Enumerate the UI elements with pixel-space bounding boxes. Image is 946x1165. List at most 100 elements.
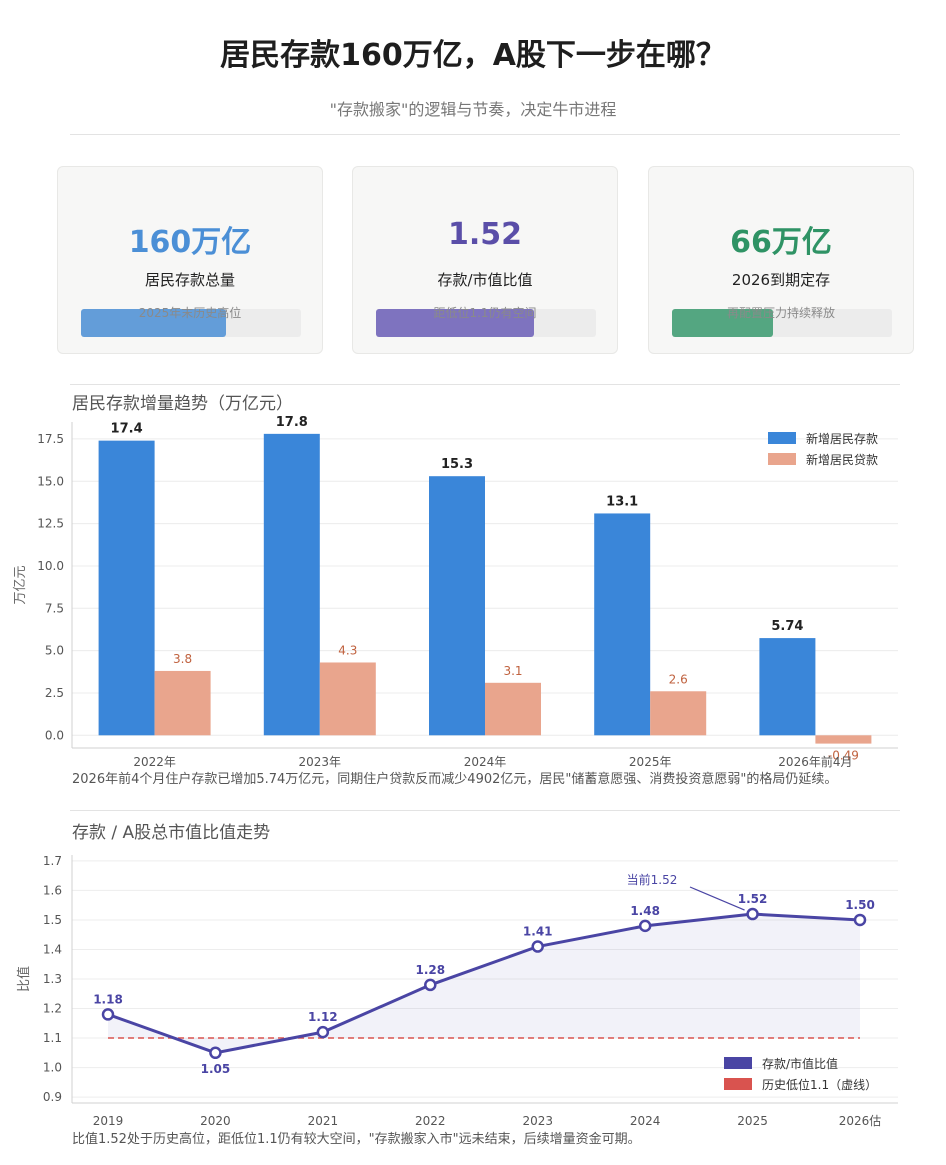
data-point	[101, 1008, 115, 1021]
x-tick-label: 2024	[630, 1114, 661, 1128]
x-tick-label: 2025年	[629, 755, 672, 769]
stat-label: 存款/市值比值	[437, 271, 533, 289]
bar-data-label: 5.74	[771, 619, 803, 634]
x-tick-label: 2025	[737, 1114, 768, 1128]
stat-card-ratio: 1.52 存款/市值比值 距低位1.1仍有空间	[352, 166, 618, 354]
y-tick-label: 15.0	[37, 474, 64, 488]
bar	[154, 670, 211, 736]
stat-card-time-deposit: 66万亿 2026到期定存 再配置压力持续释放	[648, 166, 914, 354]
y-tick-label: 10.0	[37, 559, 64, 573]
series-line	[107, 912, 861, 1055]
bar-chart-caption: 2026年前4个月住户存款已增加5.74万亿元，同期住户贷款反而减少4902亿元…	[72, 772, 838, 787]
y-tick-label: 1.6	[43, 883, 62, 897]
header-divider	[70, 134, 900, 135]
stat-label: 2026到期定存	[731, 271, 831, 289]
y-tick-label: 7.5	[45, 601, 64, 615]
y-tick-label: 1.3	[43, 972, 62, 986]
stat-card-deposit-total: 160万亿 居民存款总量 2025年末历史高位	[57, 166, 323, 354]
y-tick-label: 17.5	[37, 432, 64, 446]
bar-data-label: 3.1	[503, 664, 522, 678]
deposit-bar-chart: 0.0 2.5 5.0 7.5 10.0 12.5 15.0 17.5 万亿元 17.4 3.8 20…	[13, 415, 898, 769]
stat-value: 66万亿	[730, 225, 832, 260]
y-tick-label: 1.4	[43, 942, 62, 956]
legend-swatch	[724, 1057, 752, 1069]
bar	[594, 513, 651, 736]
x-tick-label: 2019	[93, 1114, 124, 1128]
data-point	[638, 919, 652, 933]
stat-progress-track	[672, 309, 892, 337]
page-title: 居民存款160万亿，A股下一步在哪？	[220, 38, 726, 73]
data-point	[746, 907, 759, 921]
data-point	[424, 978, 437, 992]
ratio-line-chart: 0.9 1.0 1.1 1.2 1.3 1.4 1.5 1.6 1.7 比值 2019 2020 202…	[16, 854, 898, 1128]
point-data-label: 1.50	[845, 898, 875, 912]
x-tick-label: 2020	[200, 1114, 231, 1128]
legend-label: 历史低位1.1（虚线）	[762, 1077, 877, 1092]
bar-chart-title: 居民存款增量趋势（万亿元）	[72, 394, 293, 414]
page-subtitle: "存款搬家"的逻辑与节奏，决定牛市进程	[329, 100, 617, 119]
stat-note: 再配置压力持续释放	[726, 306, 835, 320]
area-fill	[108, 914, 860, 1053]
section-divider	[70, 384, 900, 385]
data-point	[853, 913, 867, 927]
x-tick-label: 2024年	[464, 755, 507, 769]
stat-value: 1.52	[447, 217, 523, 252]
x-tick-label: 2022	[415, 1114, 446, 1128]
bar	[319, 662, 376, 736]
bar	[98, 440, 155, 736]
y-tick-label: 1.1	[43, 1031, 62, 1045]
bar	[485, 682, 541, 736]
y-tick-label: 0.9	[43, 1090, 62, 1104]
y-tick-label: 1.2	[43, 1002, 62, 1016]
bar	[263, 433, 320, 736]
bar-data-label: 17.8	[276, 415, 308, 430]
data-point	[531, 940, 544, 953]
legend-swatch	[768, 432, 796, 444]
stat-progress-track	[81, 309, 301, 337]
legend-swatch	[724, 1078, 752, 1090]
bar-data-label: -0.49	[828, 749, 859, 763]
bar-data-label: 15.3	[441, 457, 473, 472]
stat-progress-fill	[672, 309, 774, 337]
legend-label: 新增居民存款	[806, 431, 878, 446]
bar-data-label: 2.6	[669, 672, 688, 686]
legend-swatch	[768, 453, 796, 465]
x-tick-label: 2026估	[839, 1114, 882, 1128]
point-data-label: 1.18	[93, 992, 123, 1006]
y-axis-label: 万亿元	[13, 565, 28, 604]
point-data-label: 1.05	[201, 1062, 231, 1076]
bar	[429, 476, 485, 736]
legend-label: 新增居民贷款	[806, 452, 878, 467]
line-chart-title: 存款 / A股总市值比值走势	[72, 823, 271, 843]
x-tick-label: 2023年	[299, 755, 342, 769]
stat-note: 距低位1.1仍有空间	[433, 306, 537, 320]
point-data-label: 1.28	[415, 963, 445, 977]
stat-value: 160万亿	[128, 225, 252, 260]
stat-note: 2025年末历史高位	[138, 306, 242, 320]
stat-progress-fill	[376, 309, 535, 337]
x-tick-label: 2023	[522, 1114, 553, 1128]
annotation-label: 当前1.52	[627, 872, 678, 887]
x-tick-label: 2021	[308, 1114, 339, 1128]
bar-data-label: 4.3	[338, 643, 357, 657]
bar	[815, 735, 872, 744]
bar-data-label: 17.4	[111, 422, 143, 437]
y-tick-label: 1.0	[43, 1061, 62, 1075]
y-axis-label: 比值	[16, 966, 32, 992]
section-divider	[70, 810, 900, 811]
point-data-label: 1.41	[523, 925, 553, 939]
annotation-arrow	[689, 886, 745, 911]
bar	[759, 638, 816, 736]
point-data-label: 1.48	[630, 904, 660, 918]
y-tick-label: 12.5	[37, 517, 64, 531]
stat-progress-track	[376, 309, 596, 337]
point-data-label: 1.12	[308, 1010, 338, 1024]
x-tick-label: 2026年前4月	[778, 754, 852, 769]
y-tick-label: 1.5	[43, 913, 62, 927]
bar-data-label: 3.8	[173, 652, 192, 666]
bar	[650, 691, 707, 736]
data-point	[209, 1046, 222, 1060]
y-tick-label: 0.0	[45, 728, 64, 742]
stat-label: 居民存款总量	[144, 271, 235, 289]
point-data-label: 1.52	[738, 892, 768, 906]
